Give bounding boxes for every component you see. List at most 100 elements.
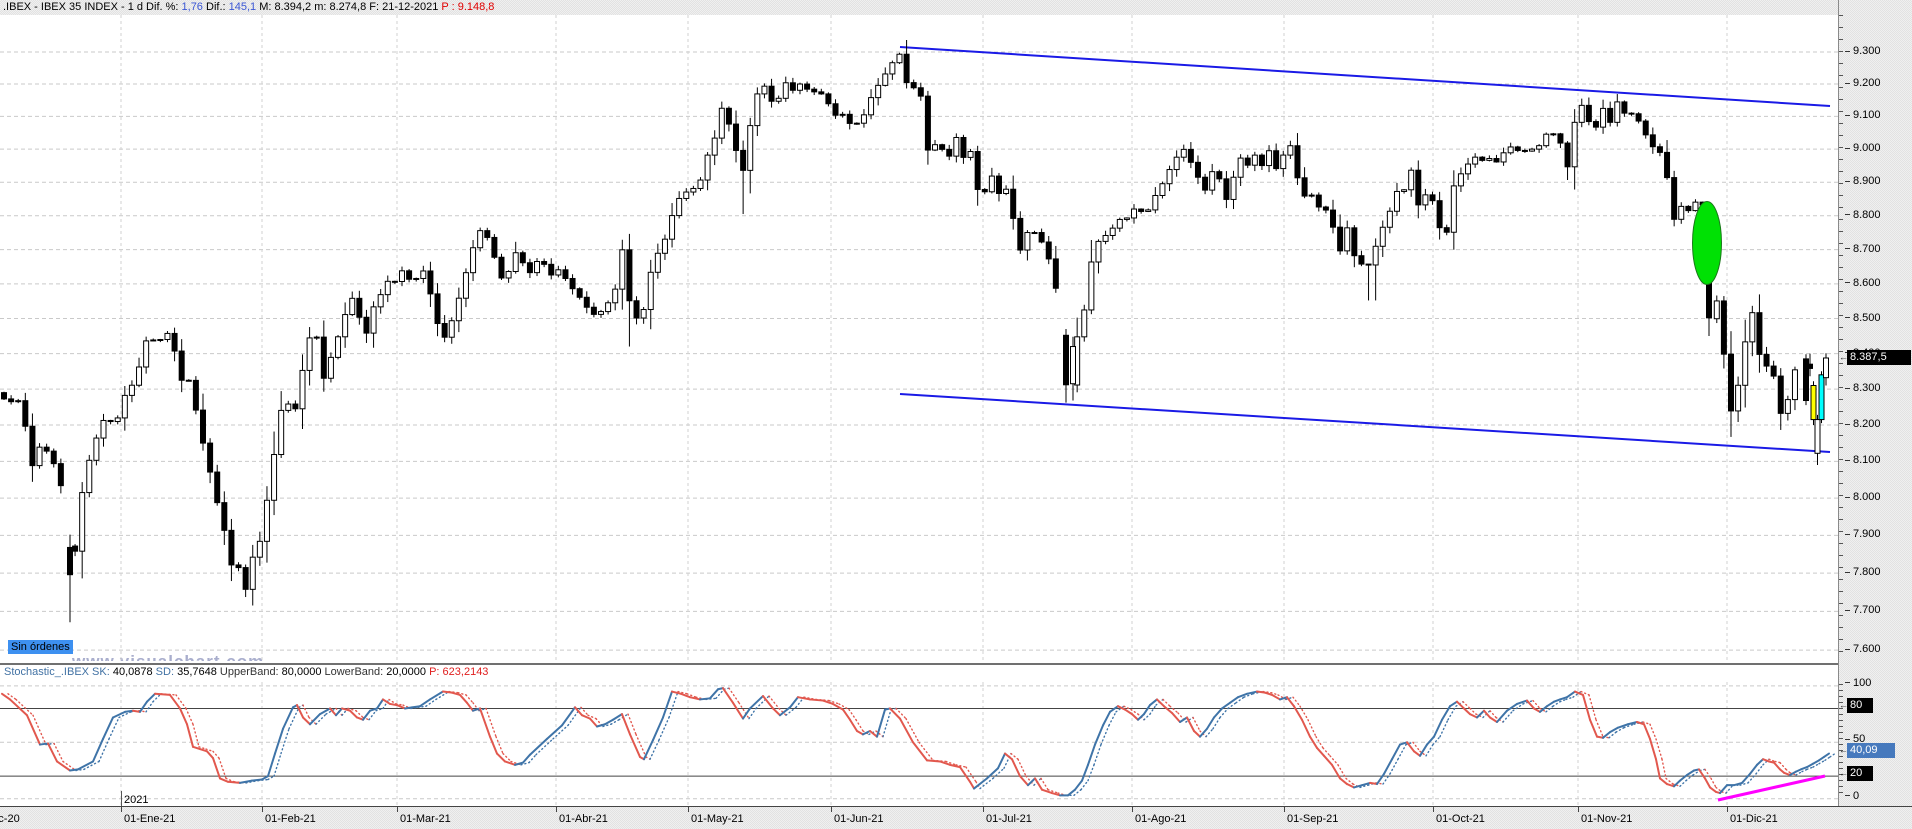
sk-line — [1391, 743, 1401, 761]
price-axis[interactable]: 9.300 9.200 9.100 9.000 8.900 8.800 8.700 8.600… — [1838, 0, 1912, 806]
sk-line — [869, 730, 878, 738]
sd-line — [1715, 786, 1723, 793]
sk-line — [809, 698, 824, 702]
sd-line — [108, 716, 120, 740]
candle — [1017, 217, 1024, 251]
stoch-header-segment-8: 20,0000 — [386, 666, 430, 678]
stoch-header-segment-3: SD: — [155, 666, 178, 678]
sd-line — [955, 764, 967, 768]
sd-line — [686, 693, 697, 698]
sk-line — [1419, 743, 1428, 757]
candle — [740, 149, 747, 171]
sk-line — [1698, 768, 1706, 780]
sd-line — [649, 739, 660, 760]
candle — [1379, 226, 1386, 247]
stoch-axis-label: 100 — [1845, 677, 1871, 690]
sk-line — [1109, 705, 1119, 713]
candle — [1166, 169, 1173, 185]
candle — [526, 262, 533, 274]
axis-tick — [1845, 50, 1850, 52]
candle — [327, 356, 334, 379]
sk-line — [1199, 727, 1208, 738]
sk-line — [1027, 777, 1036, 787]
axis-tick — [1845, 423, 1850, 425]
candle — [761, 85, 768, 95]
sk-line — [282, 706, 294, 730]
sk-line — [779, 706, 791, 717]
candle — [1429, 194, 1436, 202]
sk-line — [1286, 696, 1295, 708]
candle — [1102, 234, 1109, 242]
green-ellipse-annotation[interactable] — [1692, 201, 1722, 285]
sk-line — [1011, 758, 1021, 778]
sk-line — [1094, 724, 1104, 746]
candle — [1152, 194, 1159, 211]
sk-line — [26, 714, 41, 746]
candle — [789, 82, 796, 91]
candle — [1500, 152, 1507, 163]
price-chart-canvas[interactable] — [0, 15, 1838, 661]
axis-tick — [1845, 282, 1850, 284]
sk-line — [396, 704, 406, 710]
sk-line — [1553, 698, 1561, 703]
sk-line — [267, 752, 276, 778]
sd-line — [1397, 743, 1407, 760]
axis-tick — [1845, 496, 1850, 498]
sd-line — [520, 761, 530, 766]
sk-line — [1346, 783, 1355, 789]
candle — [860, 114, 867, 124]
sk-line — [1246, 690, 1258, 695]
sk-line — [1789, 770, 1797, 777]
date-tick — [1433, 807, 1434, 812]
candle — [1649, 134, 1656, 148]
candle — [1216, 171, 1223, 180]
stochastic-plot[interactable] — [0, 682, 1838, 806]
magenta-trendline[interactable] — [1717, 774, 1826, 802]
sd-line — [1665, 777, 1674, 785]
date-axis[interactable]: 01-Dic-20 01-Ene-21 01-Feb-21 01-Mar-21 01-A… — [0, 806, 1912, 829]
sd-line — [677, 690, 688, 695]
stoch-band-marker: 20 — [1847, 766, 1873, 782]
sd-line — [1565, 696, 1574, 701]
channel-lower-trendline[interactable] — [899, 393, 1831, 453]
candle — [1692, 201, 1699, 212]
sk-line — [411, 705, 421, 709]
sd-line — [992, 767, 1005, 780]
sd-line — [602, 723, 612, 728]
candle — [477, 230, 484, 249]
candle — [1814, 419, 1821, 454]
sd-line — [1685, 774, 1694, 782]
candle — [1635, 113, 1642, 122]
sk-line — [969, 780, 975, 790]
stochastic-indicator-pane[interactable]: Stochastic_.IBEX SK: 40,0878 SD: 35,7648… — [0, 663, 1838, 806]
sk-line — [1762, 758, 1770, 763]
sk-line — [1193, 730, 1201, 738]
date-label: 01-Dic-20 — [0, 813, 20, 825]
candle — [1330, 209, 1337, 228]
sk-line — [1709, 786, 1717, 793]
channel-upper-trendline[interactable] — [899, 46, 1831, 107]
candle — [832, 103, 839, 116]
price-chart-pane[interactable]: www.visualchart.com Sin órdenes — [0, 15, 1838, 661]
candle — [1543, 133, 1550, 147]
candle — [1803, 358, 1809, 402]
sd-line — [1829, 752, 1836, 758]
candle — [697, 179, 704, 189]
stochastic-canvas[interactable] — [0, 682, 1838, 806]
sk-line — [1489, 716, 1498, 723]
sk-line — [1067, 788, 1076, 797]
sk-line — [1293, 705, 1303, 721]
visualchart-watermark: www.visualchart.com — [72, 652, 264, 661]
stoch-header-segment-6: 80,0000 — [281, 666, 325, 678]
candle — [669, 215, 676, 240]
sk-line — [1074, 779, 1083, 791]
sd-line — [302, 704, 310, 719]
candle — [1628, 112, 1635, 115]
candle — [256, 540, 263, 558]
chart-title-bar[interactable]: .IBEX - IBEX 35 INDEX - 1 d Dif. %: 1,76… — [0, 0, 1912, 16]
sk-line — [1213, 707, 1223, 719]
date-label: 01-Jun-21 — [834, 813, 884, 825]
candle — [164, 332, 171, 341]
sd-line — [185, 707, 194, 725]
candle — [1514, 146, 1521, 151]
